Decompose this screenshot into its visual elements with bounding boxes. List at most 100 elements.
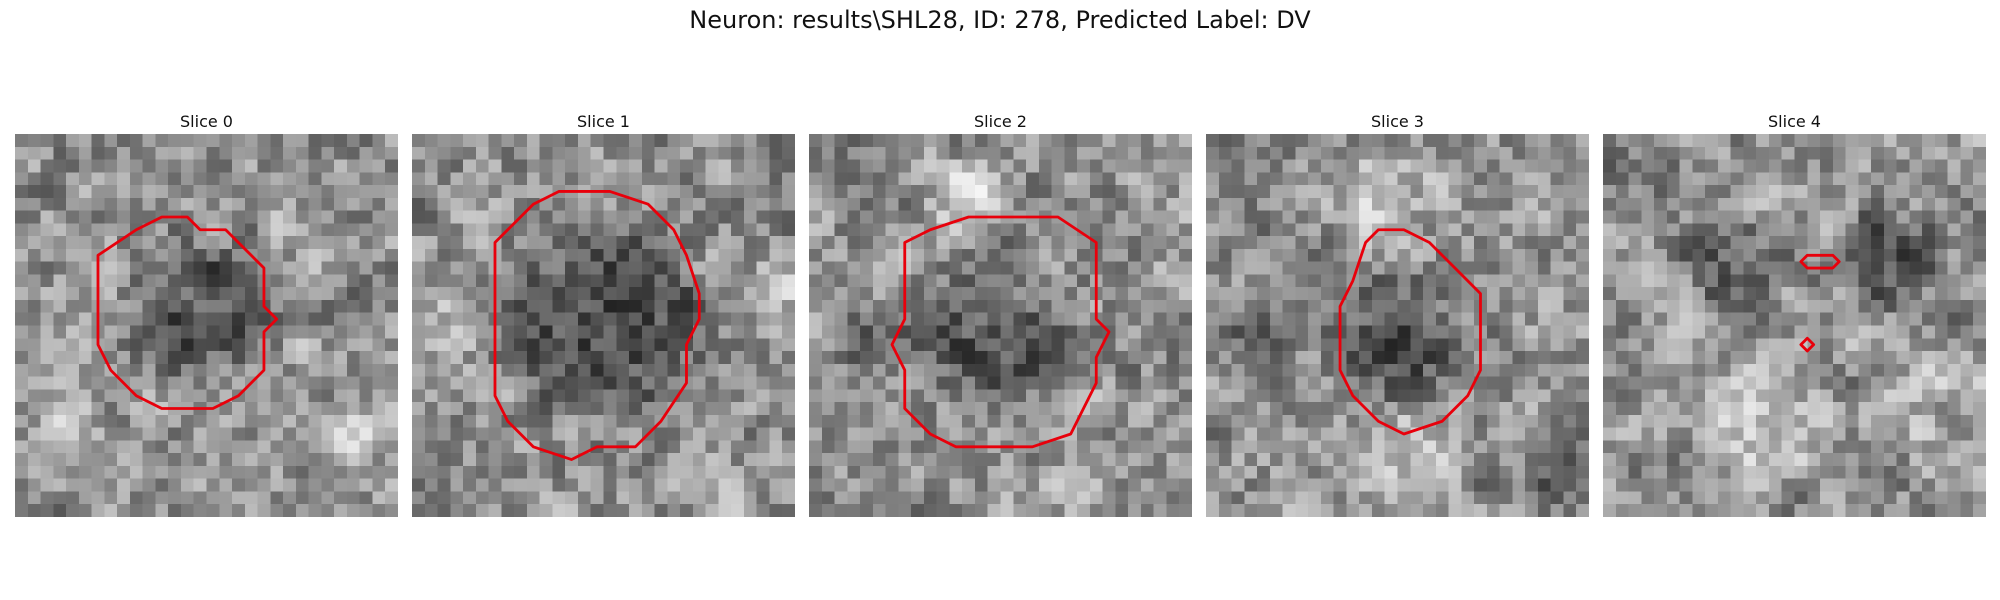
image-pixel [1206,159,1220,173]
image-pixel [1448,504,1462,517]
image-pixel [488,185,502,199]
image-pixel [1231,478,1245,492]
image-pixel [117,274,131,288]
image-pixel [1000,248,1014,262]
image-pixel [244,325,258,339]
image-pixel [718,134,732,148]
image-pixel [488,427,502,441]
image-pixel [1206,363,1220,377]
image-pixel [1474,491,1488,505]
image-pixel [1641,248,1655,262]
image-pixel [629,376,643,390]
image-pixel [308,427,322,441]
image-pixel [936,312,950,326]
image-pixel [168,427,182,441]
image-pixel [731,261,745,275]
image-pixel [346,248,360,262]
image-pixel [1435,287,1449,301]
image-pixel [1628,197,1642,211]
image-pixel [1346,197,1360,211]
image-pixel [1346,465,1360,479]
image-pixel [1973,223,1986,237]
image-pixel [565,134,579,148]
image-pixel [1244,146,1258,160]
image-pixel [1641,440,1655,454]
image-pixel [809,414,823,428]
image-pixel [962,197,976,211]
image-pixel [1807,491,1821,505]
image-pixel [1807,504,1821,517]
image-pixel [1832,197,1846,211]
image-pixel [424,287,438,301]
image-pixel [1832,146,1846,160]
image-pixel [40,146,54,160]
image-pixel [616,325,630,339]
image-pixel [359,465,373,479]
image-pixel [872,465,886,479]
image-pixel [40,223,54,237]
image-pixel [936,146,950,160]
image-pixel [1371,376,1385,390]
image-pixel [219,299,233,313]
image-pixel [1102,236,1116,250]
image-pixel [1576,261,1589,275]
image-pixel [424,134,438,148]
image-pixel [1371,440,1385,454]
image-pixel [1576,159,1589,173]
image-pixel [539,363,553,377]
image-pixel [1563,248,1577,262]
image-pixel [1679,236,1693,250]
image-pixel [66,427,80,441]
image-pixel [142,465,156,479]
image-pixel [1333,440,1347,454]
image-pixel [1102,261,1116,275]
image-pixel [1320,414,1334,428]
image-pixel [923,338,937,352]
image-pixel [949,402,963,416]
image-pixel [1295,363,1309,377]
image-pixel [385,210,398,224]
slice-panel: Slice 1 [412,110,795,517]
image-pixel [1308,465,1322,479]
image-pixel [1794,146,1808,160]
image-pixel [346,389,360,403]
image-pixel [142,312,156,326]
image-pixel [654,376,668,390]
image-pixel [667,172,681,186]
image-pixel [809,338,823,352]
image-pixel [1474,172,1488,186]
image-pixel [1013,185,1027,199]
image-pixel [641,325,655,339]
image-pixel [1410,414,1424,428]
image-pixel [104,159,118,173]
image-pixel [1166,376,1180,390]
image-pixel [1320,159,1334,173]
image-pixel [1269,261,1283,275]
image-pixel [1603,453,1617,467]
image-pixel [616,478,630,492]
image-pixel [1934,440,1948,454]
image-pixel [1756,223,1770,237]
image-pixel [1692,274,1706,288]
image-pixel [53,261,67,275]
image-pixel [809,427,823,441]
image-pixel [1371,274,1385,288]
image-pixel [1384,351,1398,365]
image-pixel [1781,299,1795,313]
image-pixel [1038,287,1052,301]
image-pixel [1628,159,1642,173]
image-pixel [565,363,579,377]
image-pixel [1909,427,1923,441]
image-pixel [1115,261,1129,275]
image-pixel [782,299,795,313]
image-pixel [718,223,732,237]
image-pixel [539,491,553,505]
image-pixel [1013,287,1027,301]
image-pixel [1140,146,1154,160]
image-pixel [78,172,92,186]
image-pixel [1922,491,1936,505]
image-pixel [1269,185,1283,199]
image-pixel [1000,274,1014,288]
image-pixel [321,312,335,326]
image-pixel [1371,159,1385,173]
